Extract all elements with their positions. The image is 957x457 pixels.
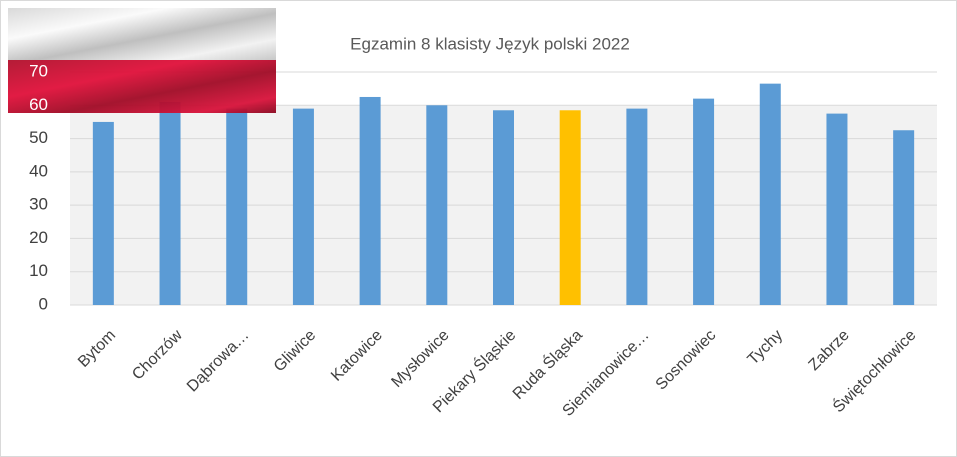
bar [626,109,647,305]
chart: 010203040506070BytomChorzówDąbrowa…Gliwi… [0,0,957,457]
bar [493,110,514,305]
bar [826,114,847,305]
y-tick-label: 0 [39,294,48,313]
chart-title: Egzamin 8 klasisty Język polski 2022 [350,34,630,53]
bar [160,102,181,305]
bar [93,122,114,305]
y-tick-label: 40 [29,161,48,180]
bar [893,130,914,305]
flag-red [8,60,276,113]
y-tick-label: 70 [29,61,48,80]
bar [560,110,581,305]
bar [226,109,247,305]
bar [293,109,314,305]
bar [360,97,381,305]
bar [760,84,781,305]
bar [693,99,714,305]
bar [426,105,447,305]
y-tick-label: 60 [29,95,48,114]
y-tick-label: 20 [29,228,48,247]
flag-white [8,8,276,60]
y-tick-label: 30 [29,195,48,214]
y-tick-label: 50 [29,128,48,147]
y-tick-label: 10 [29,261,48,280]
